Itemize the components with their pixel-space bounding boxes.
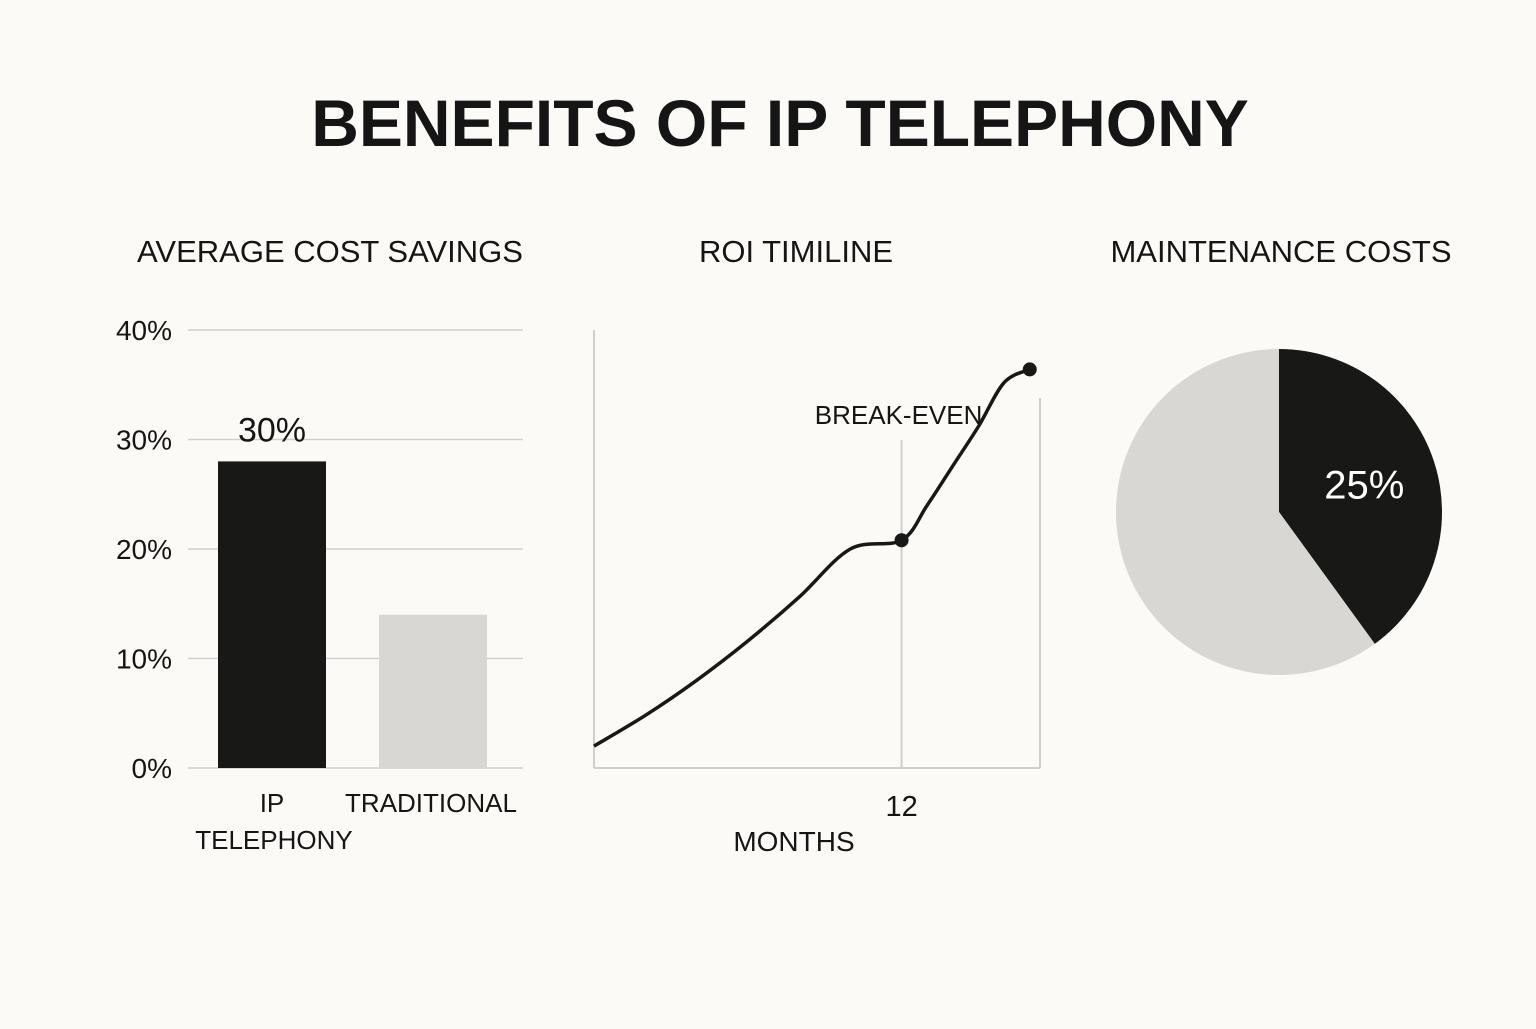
roi-point-marker [894,533,909,548]
pie-slice-label: 25% [1324,463,1404,507]
bar-category-label: TRADITIONAL [345,788,517,818]
bar-y-tick-label: 40% [116,315,172,346]
break-even-label: BREAK-EVEN [815,400,983,430]
roi-x-tick-label: 12 [885,791,917,823]
maintenance-title: MAINTENANCE COSTS [1110,234,1451,269]
roi-chart: ROI TIMILINE BREAK-EVEN 12 MONTHS [593,234,1041,857]
bar-y-tick-label: 10% [116,644,172,675]
cost-savings-chart: AVERAGE COST SAVINGS 0%10%20%30%40% 30% … [116,234,523,855]
roi-series-line [593,367,1031,748]
bar-data-label: 30% [238,411,306,449]
bar [218,461,326,768]
maintenance-chart: MAINTENANCE COSTS 25% [1110,234,1452,676]
roi-point-marker [1022,362,1037,377]
bar-y-tick-label: 0% [132,753,172,784]
pie-slice [1279,349,1442,644]
bar-y-tick-label: 20% [116,534,172,565]
pie-slice [1116,349,1375,676]
roi-title: ROI TIMILINE [699,234,893,269]
roi-x-axis-label: MONTHS [733,826,854,857]
main-title: BENEFITS OF IP TELEPHONY [311,86,1249,160]
cost-savings-title: AVERAGE COST SAVINGS [137,234,523,269]
bar-y-tick-label: 30% [116,425,172,456]
bar [379,614,487,768]
bar-category-label: IP [260,788,285,818]
bar-category-label: TELEPHONY [195,825,353,855]
